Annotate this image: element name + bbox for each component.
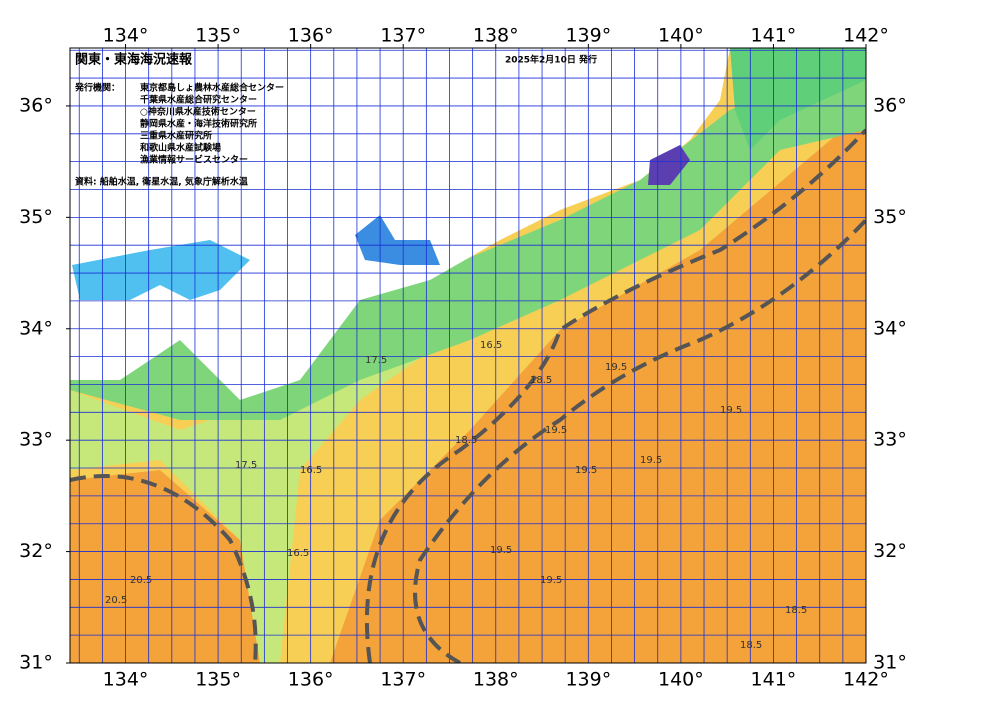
issuer: 東京都島しょ農林水産総合センター [140, 82, 284, 94]
lon-label: 139° [565, 669, 611, 691]
lon-label: 142° [843, 25, 889, 47]
contour-label: 20.5 [130, 575, 152, 586]
data-source: 資料: 船舶水温, 衛星水温, 気象庁解析水温 [75, 176, 248, 188]
map-title: 関東・東海海況速報 [75, 52, 193, 68]
warm-region-west [70, 470, 260, 663]
lat-label: 31° [873, 652, 907, 674]
contour-label: 20.5 [105, 595, 127, 606]
contour-label: 19.5 [545, 425, 567, 436]
frame [69, 47, 867, 664]
lon-label: 134° [103, 25, 149, 47]
lon-label: 138° [473, 669, 519, 691]
lat-label: 33° [19, 429, 53, 451]
inland-sea [72, 240, 250, 300]
kuroshio-axis [413, 218, 866, 663]
contour-label: 18.5 [530, 375, 552, 386]
lon-label: 136° [288, 669, 334, 691]
boso-coast [730, 48, 866, 150]
contour-label: 19.5 [720, 405, 742, 416]
green-zone [70, 290, 460, 663]
lon-label: 140° [658, 669, 704, 691]
contour-label: 19.5 [640, 455, 662, 466]
issue-date: 2025年2月10日 発行 [505, 54, 597, 66]
contour-label: 19.5 [605, 362, 627, 373]
contour-label: 17.5 [365, 355, 387, 366]
lon-label: 141° [751, 25, 797, 47]
contour-label: 19.5 [540, 575, 562, 586]
issuer: ○神奈川県水産技術センター [140, 106, 256, 118]
contour-label: 16.5 [300, 465, 322, 476]
lon-label: 134° [103, 669, 149, 691]
contour-label: 19.5 [490, 545, 512, 556]
lon-label: 136° [288, 25, 334, 47]
issuer: 和歌山県水産試験場 [139, 142, 221, 154]
lon-label: 138° [473, 25, 519, 47]
ise-bay [355, 215, 440, 265]
contour-label: 18.5 [785, 605, 807, 616]
issuer: 静岡県水産・海洋技術研究所 [140, 118, 257, 130]
grid [70, 48, 866, 663]
issuer: 漁業情報サービスセンター [140, 154, 248, 166]
kuroshio-axis [364, 128, 866, 663]
lon-label: 140° [658, 25, 704, 47]
lat-label: 35° [19, 206, 53, 228]
issuer: 三重県水産研究所 [140, 130, 212, 142]
warm-region [330, 110, 866, 663]
lat-label: 33° [873, 429, 907, 451]
contour-label: 16.5 [480, 340, 502, 351]
lon-label: 139° [565, 25, 611, 47]
contour-label: 17.5 [235, 460, 257, 471]
lat-label: 34° [873, 317, 907, 339]
kuroshio-axis [70, 474, 258, 663]
contour-label: 16.5 [287, 548, 309, 559]
map-body [70, 48, 866, 663]
issuer: 千葉県水産総合研究センター [140, 94, 257, 106]
lon-label: 137° [380, 669, 426, 691]
contour-label: 18.5 [740, 640, 762, 651]
lon-label: 137° [380, 25, 426, 47]
lat-label: 32° [873, 540, 907, 562]
contour-label: 18.5 [455, 435, 477, 446]
lon-label: 142° [843, 669, 889, 691]
lat-label: 35° [873, 206, 907, 228]
lat-label: 36° [873, 94, 907, 116]
lon-label: 135° [195, 25, 241, 47]
issuers-label: 発行機関： [74, 82, 120, 94]
contour-label: 19.5 [575, 465, 597, 476]
tokyo-bay [648, 145, 690, 185]
lat-label: 31° [19, 652, 53, 674]
lat-label: 32° [19, 540, 53, 562]
lon-label: 141° [751, 669, 797, 691]
lat-label: 34° [19, 317, 53, 339]
lon-label: 135° [195, 669, 241, 691]
lat-label: 36° [19, 94, 53, 116]
